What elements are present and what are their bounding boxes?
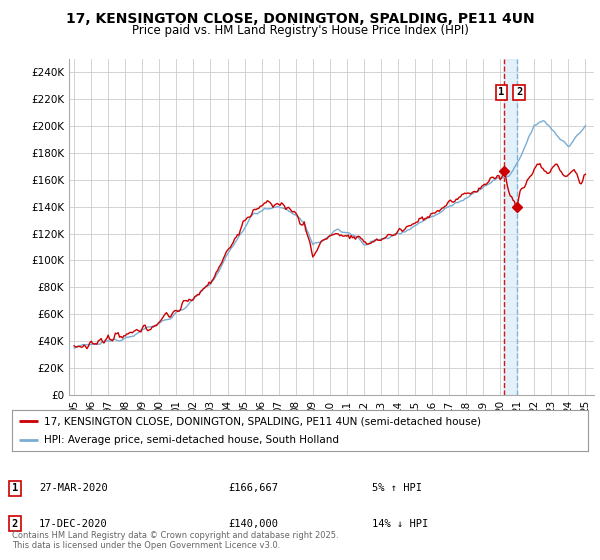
Text: £166,667: £166,667 [228, 483, 278, 493]
Text: £140,000: £140,000 [228, 519, 278, 529]
Bar [504, 59, 517, 395]
Text: 17, KENSINGTON CLOSE, DONINGTON, SPALDING, PE11 4UN: 17, KENSINGTON CLOSE, DONINGTON, SPALDIN… [65, 12, 535, 26]
Text: 17, KENSINGTON CLOSE, DONINGTON, SPALDING, PE11 4UN (semi-detached house): 17, KENSINGTON CLOSE, DONINGTON, SPALDIN… [44, 417, 481, 426]
Text: 5% ↑ HPI: 5% ↑ HPI [372, 483, 422, 493]
Text: 2: 2 [516, 87, 522, 97]
Text: 1: 1 [499, 87, 505, 97]
Text: 1: 1 [12, 483, 18, 493]
Text: 27-MAR-2020: 27-MAR-2020 [39, 483, 108, 493]
Text: Price paid vs. HM Land Registry's House Price Index (HPI): Price paid vs. HM Land Registry's House … [131, 24, 469, 37]
Text: 17-DEC-2020: 17-DEC-2020 [39, 519, 108, 529]
Text: HPI: Average price, semi-detached house, South Holland: HPI: Average price, semi-detached house,… [44, 435, 338, 445]
Text: 14% ↓ HPI: 14% ↓ HPI [372, 519, 428, 529]
Text: Contains HM Land Registry data © Crown copyright and database right 2025.
This d: Contains HM Land Registry data © Crown c… [12, 530, 338, 550]
Text: 2: 2 [12, 519, 18, 529]
